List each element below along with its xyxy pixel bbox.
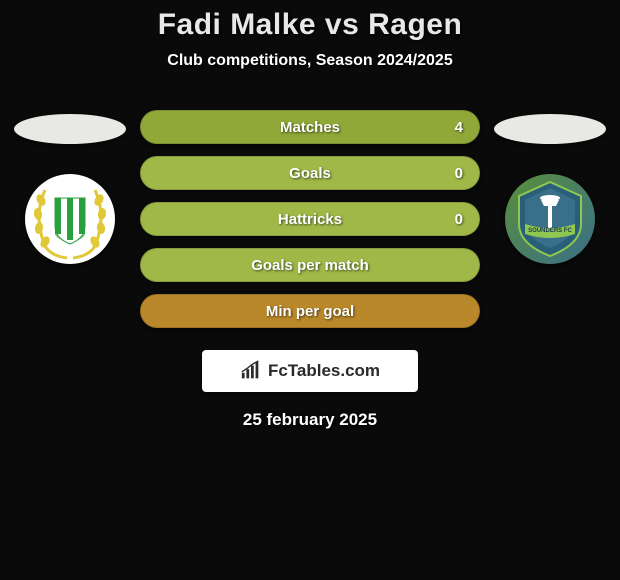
left-team-logo bbox=[25, 174, 115, 264]
right-player-ellipse bbox=[494, 114, 606, 144]
stat-label: Matches bbox=[280, 119, 340, 136]
left-player-side bbox=[10, 110, 130, 264]
stat-row: Min per goal bbox=[140, 294, 480, 328]
stat-value: 0 bbox=[455, 211, 463, 228]
stat-value: 0 bbox=[455, 165, 463, 182]
stat-row: Goals 0 bbox=[140, 156, 480, 190]
right-player-side: SOUNDERS FC bbox=[490, 110, 610, 264]
stat-label: Min per goal bbox=[266, 303, 354, 320]
date-label: 25 february 2025 bbox=[0, 410, 620, 430]
stat-label: Goals bbox=[289, 165, 331, 182]
svg-text:SOUNDERS FC: SOUNDERS FC bbox=[528, 228, 572, 234]
stat-row: Goals per match bbox=[140, 248, 480, 282]
stat-label: Hattricks bbox=[278, 211, 342, 228]
stat-value: 4 bbox=[455, 119, 463, 136]
bar-chart-icon bbox=[240, 360, 262, 382]
comparison-card: Fadi Malke vs Ragen Club competitions, S… bbox=[0, 0, 620, 430]
stat-row: Matches 4 bbox=[140, 110, 480, 144]
sounders-logo-svg: SOUNDERS FC bbox=[507, 176, 593, 262]
watermark-text: FcTables.com bbox=[268, 361, 380, 381]
content-row: Matches 4 Goals 0 Hattricks 0 Goals per match M… bbox=[0, 110, 620, 328]
watermark: FcTables.com bbox=[202, 350, 418, 392]
subtitle: Club competitions, Season 2024/2025 bbox=[0, 52, 620, 70]
right-team-logo: SOUNDERS FC bbox=[505, 174, 595, 264]
hammarby-logo-svg bbox=[27, 176, 113, 262]
stats-column: Matches 4 Goals 0 Hattricks 0 Goals per match M… bbox=[140, 110, 480, 328]
page-title: Fadi Malke vs Ragen bbox=[0, 8, 620, 42]
stat-row: Hattricks 0 bbox=[140, 202, 480, 236]
stat-label: Goals per match bbox=[251, 257, 369, 274]
left-player-ellipse bbox=[14, 114, 126, 144]
